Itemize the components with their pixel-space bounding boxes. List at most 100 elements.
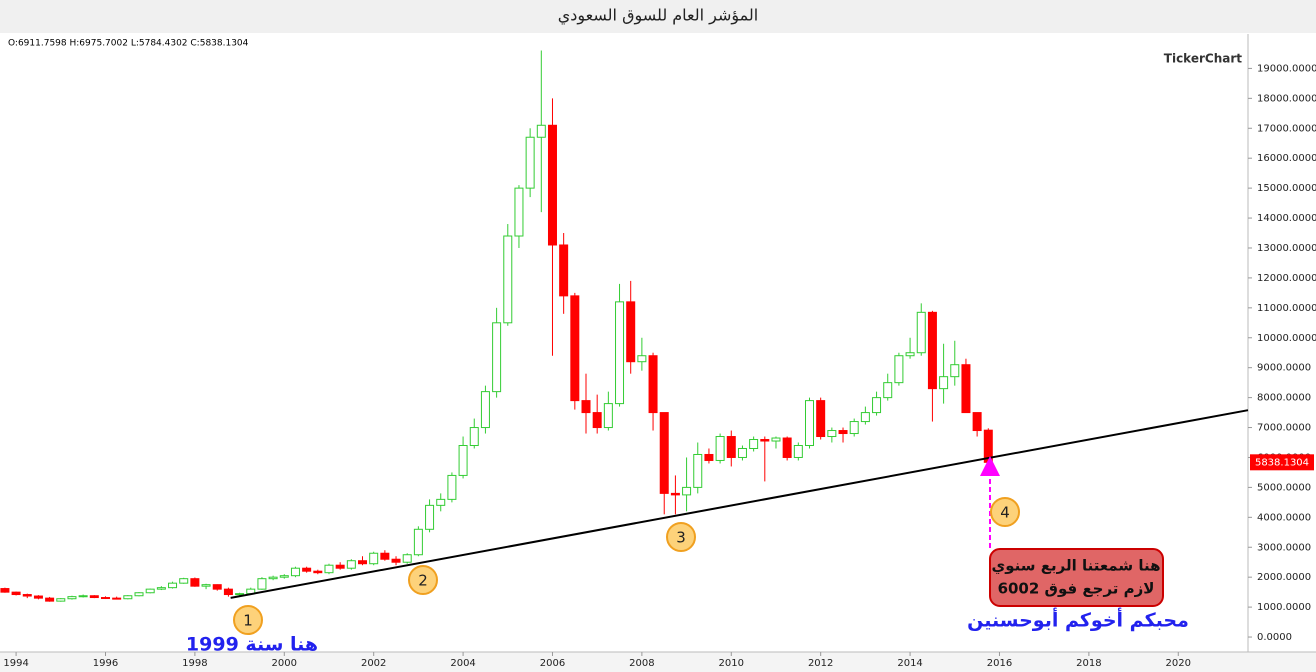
candle-body (134, 592, 144, 597)
candle-body (324, 564, 334, 574)
candle-body (257, 578, 267, 590)
note-line: هنا شمعتنا الربع سنوي (992, 557, 1161, 576)
y-tick-label: 3000.0000 (1257, 542, 1311, 553)
candle-body (22, 594, 32, 597)
candle-body (872, 397, 882, 414)
x-tick-label: 2016 (987, 658, 1012, 669)
x-tick-label: 2012 (808, 658, 833, 669)
marker-label: 3 (676, 529, 686, 547)
candle-body (447, 474, 457, 500)
y-tick-label: 13000.0000 (1257, 243, 1316, 254)
candle-body (425, 504, 435, 530)
candle-body (670, 492, 680, 496)
marker-label: 4 (1000, 504, 1010, 522)
candle-body (592, 412, 602, 429)
watermark: TickerChart (1164, 52, 1242, 66)
candle-body (212, 584, 222, 590)
candle-body (156, 587, 166, 590)
candle-body (916, 311, 926, 354)
candle-body (67, 596, 77, 600)
candle-body (391, 558, 401, 563)
x-tick-label: 1996 (93, 658, 118, 669)
candle-body (313, 570, 323, 574)
candle-body (603, 403, 613, 429)
candle-body (56, 598, 66, 602)
y-tick-label: 15000.0000 (1257, 183, 1316, 194)
candle-body (402, 554, 412, 563)
marker-label: 1 (243, 612, 253, 630)
x-tick-label: 2004 (450, 658, 475, 669)
candle-body (805, 400, 815, 447)
y-tick-label: 18000.0000 (1257, 93, 1316, 104)
candle-body (123, 595, 133, 600)
candle-body (0, 588, 10, 593)
candle-body (927, 311, 937, 390)
note-box (989, 548, 1164, 607)
candle-body (223, 588, 233, 596)
candle-body (279, 575, 289, 578)
candle-body (547, 124, 557, 246)
candle-body (626, 301, 636, 363)
candle-body (492, 322, 502, 393)
candle-body (380, 552, 390, 560)
candle-body (760, 439, 770, 442)
title-bar (0, 0, 1316, 33)
y-tick-label: 12000.0000 (1257, 273, 1316, 284)
candle-body (905, 352, 915, 357)
x-tick-label: 1994 (3, 658, 28, 669)
y-tick-label: 9000.0000 (1257, 363, 1311, 374)
candle-body (78, 595, 88, 598)
y-tick-label: 7000.0000 (1257, 423, 1311, 434)
trend-line (230, 409, 1249, 599)
candle-body (33, 595, 43, 599)
candle-body (883, 382, 893, 399)
candle-body (615, 301, 625, 405)
candle-body (268, 576, 278, 580)
y-tick-label: 4000.0000 (1257, 512, 1311, 523)
candle-body (782, 437, 792, 458)
candle-body (413, 528, 423, 556)
candle-body (346, 560, 356, 569)
y-tick-label: 19000.0000 (1257, 63, 1316, 74)
y-tick-label: 2000.0000 (1257, 572, 1311, 583)
y-tick-label: 5000.0000 (1257, 482, 1311, 493)
candle-body (648, 355, 658, 414)
last-price-box (1250, 454, 1314, 471)
candle-body (704, 453, 714, 461)
candle-body (100, 597, 110, 600)
candle-body (771, 437, 781, 442)
candle-body (358, 560, 368, 565)
marker-label: 2 (418, 572, 428, 590)
annotations: هنا شمعتنا الربع سنوي لازم ترجع فوق 6002… (186, 456, 1189, 656)
y-tick-label: 8000.0000 (1257, 393, 1311, 404)
candle-body (201, 584, 211, 587)
candle-body (179, 578, 189, 584)
candle-body (581, 400, 591, 414)
x-tick-label: 2014 (897, 658, 922, 669)
candle-body (45, 597, 55, 602)
candle-body (480, 391, 490, 429)
candle-body (145, 588, 155, 594)
x-tick-label: 2000 (272, 658, 297, 669)
candle-body (11, 591, 21, 596)
marker-circle (666, 522, 696, 552)
ohlc-header: O:6911.7598 H:6975.7002 L:5784.4302 C:58… (8, 39, 249, 49)
candle-body (112, 597, 122, 600)
candle-body (458, 445, 468, 476)
candle-body (637, 355, 647, 363)
candle-body (793, 445, 803, 458)
candle-body (827, 430, 837, 438)
candle-body (693, 453, 703, 488)
last-price-label: 5838.1304 (1255, 457, 1309, 468)
candle-body (559, 244, 569, 297)
candle-body (469, 427, 479, 447)
y-tick-label: 1000.0000 (1257, 602, 1311, 613)
candle-body (290, 567, 300, 577)
candle-body (939, 376, 949, 390)
marker-circle (408, 565, 438, 595)
candle-body (659, 412, 669, 494)
marker-circle (233, 605, 263, 635)
candle-body (536, 124, 546, 138)
candle-body (849, 421, 859, 435)
y-tick-label: 0.0000 (1257, 632, 1292, 643)
